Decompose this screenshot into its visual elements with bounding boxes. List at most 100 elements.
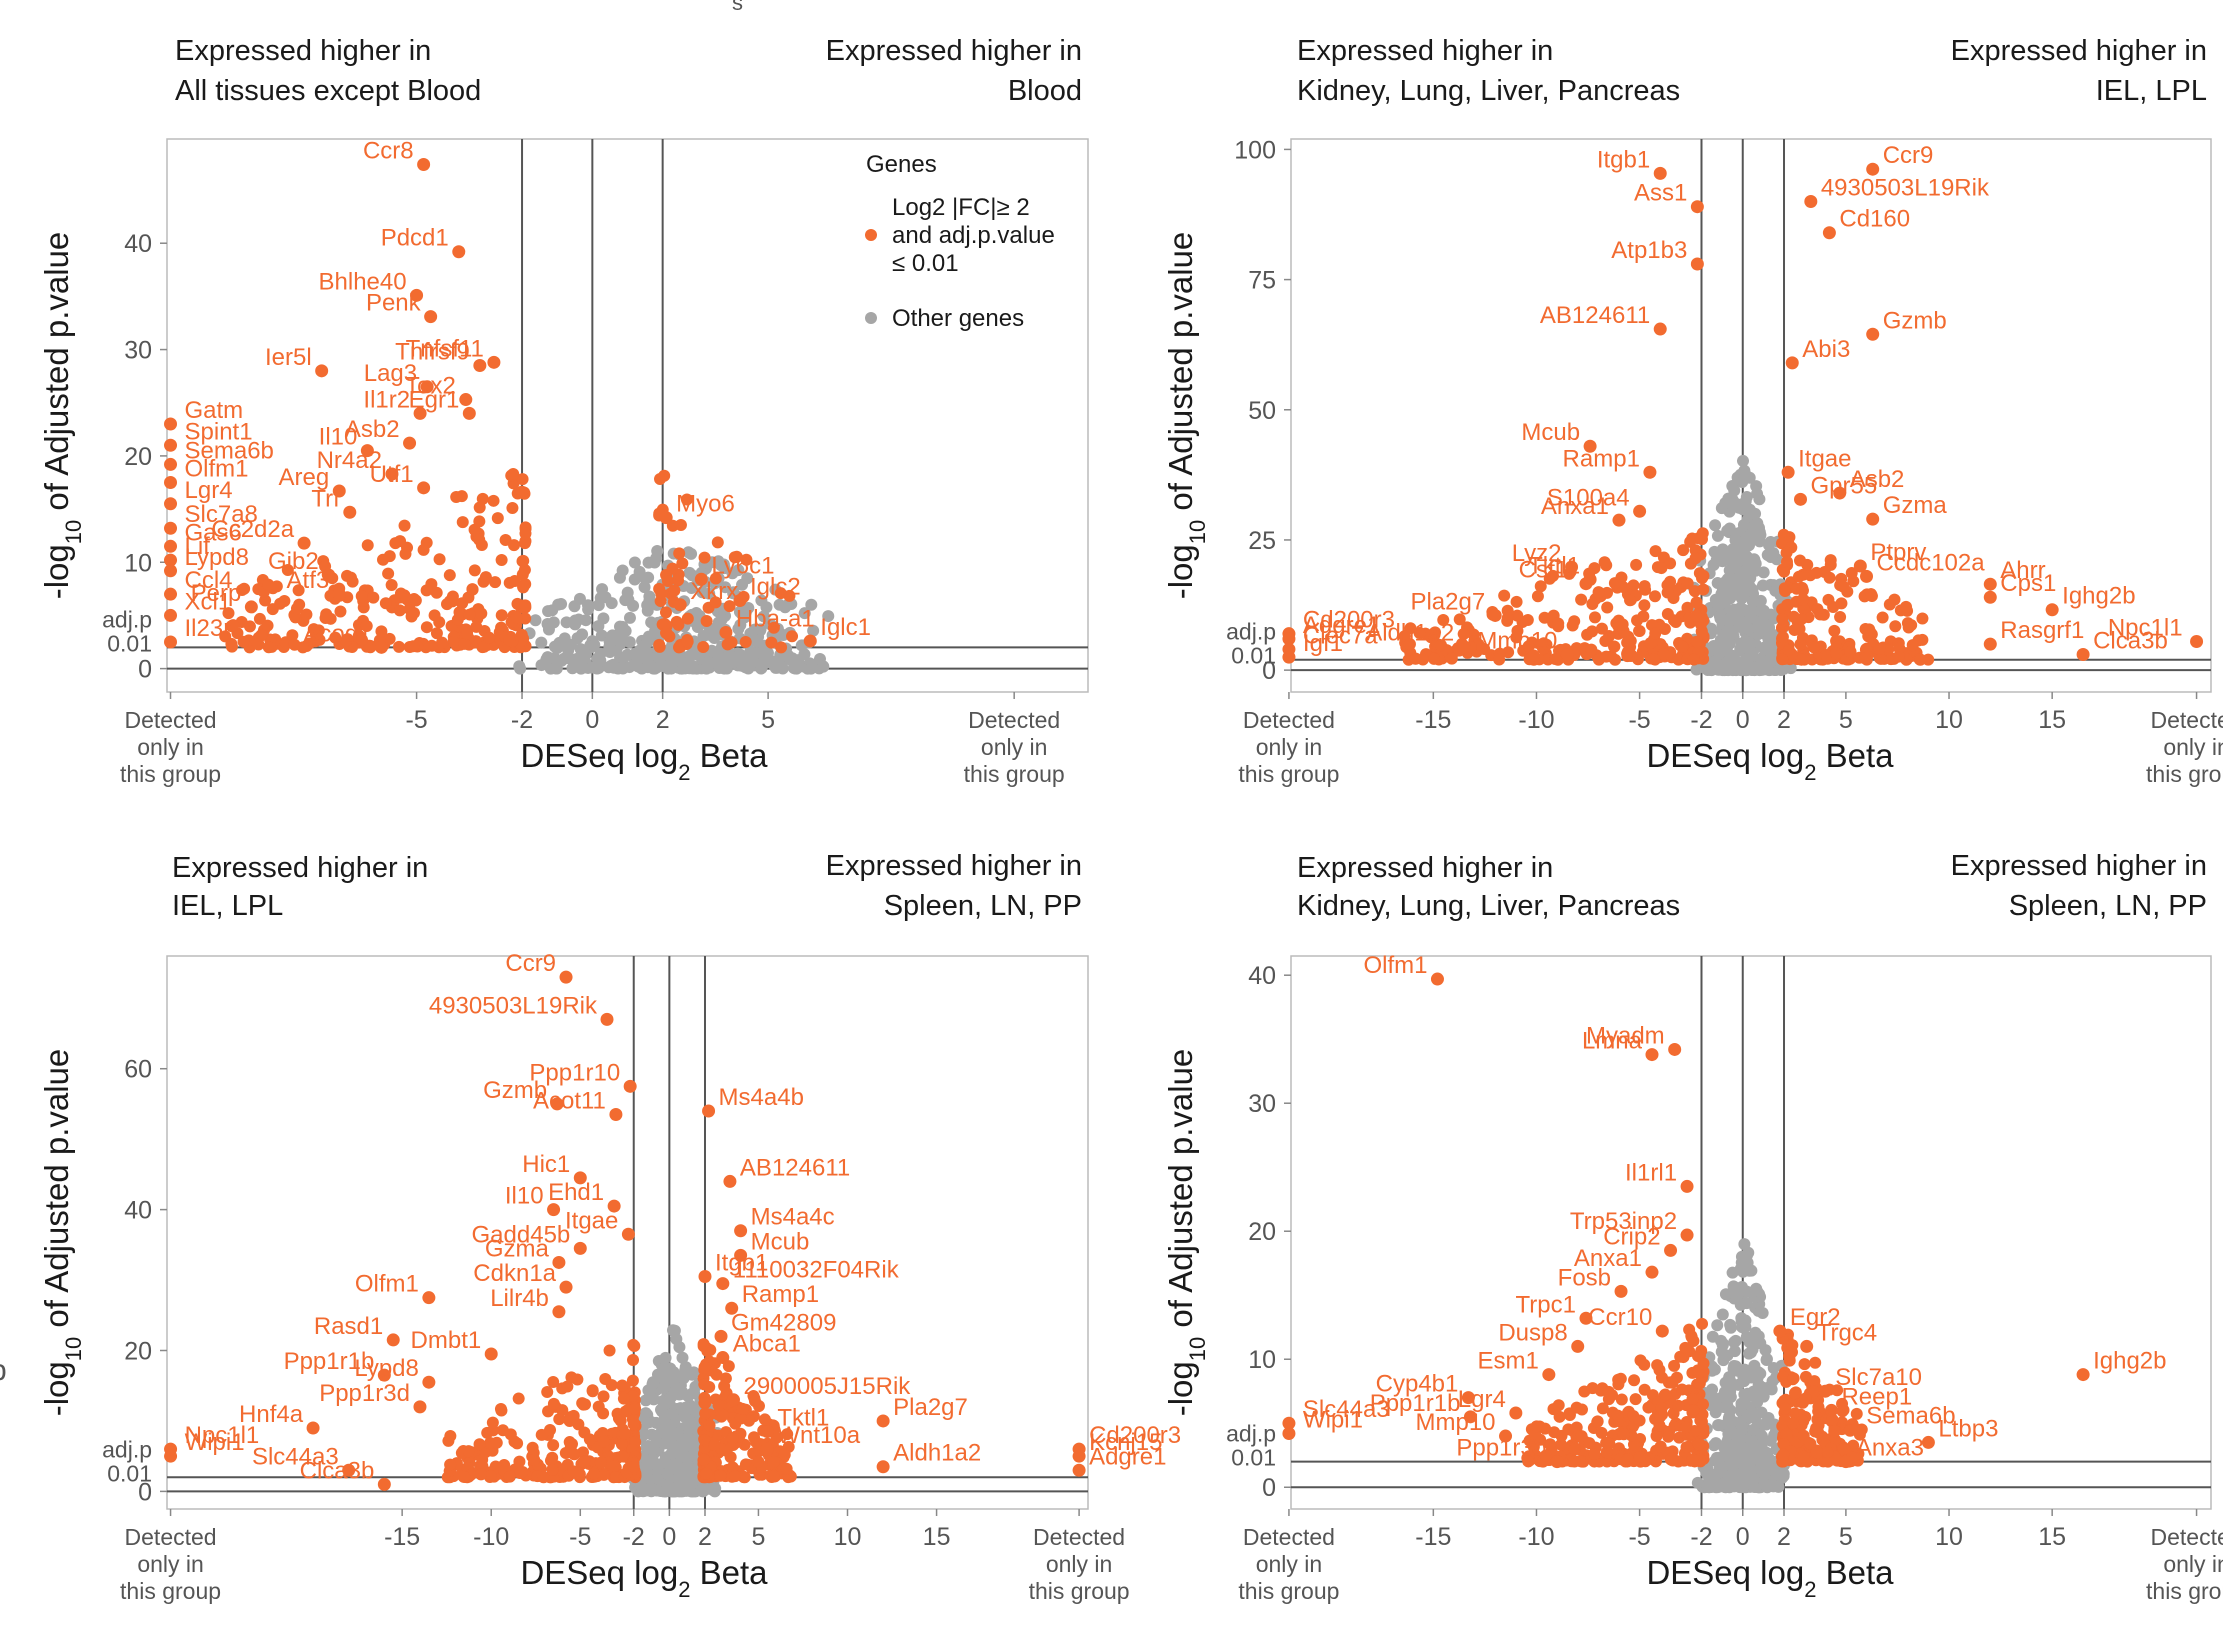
significant-gene-point [495,553,508,566]
gene-point [876,1414,890,1428]
other-gene-point [1754,1337,1767,1350]
significant-gene-point [1628,1374,1641,1387]
detected-label-right: this group [2146,761,2223,787]
significant-gene-point [486,1416,499,1429]
significant-gene-point [586,1385,599,1398]
gene-point [725,1301,739,1315]
significant-gene-point [1793,622,1806,635]
x-axis-title: DESeq log2 Beta [520,1554,768,1602]
gene-label: Hnf4a [239,1401,304,1428]
gene-point [1463,1410,1477,1424]
legend-sig-line-1: Log2 |FC|≥ 2 [892,194,1030,221]
significant-gene-point [1403,638,1416,651]
significant-gene-point [1681,601,1694,614]
gene-point [1866,512,1880,526]
significant-gene-point [1549,653,1562,666]
significant-gene-point [458,637,471,650]
gene-point [244,600,258,614]
other-gene-point [804,662,817,675]
gene-label: Asb2 [1850,466,1905,493]
gene-point [876,1460,890,1474]
significant-gene-point [1844,645,1857,658]
gene-label: Ccr10 [1588,1304,1652,1331]
other-gene-point [1754,1367,1767,1380]
significant-gene-point [653,640,666,653]
other-gene-point [1724,1375,1737,1388]
significant-gene-point [1679,1421,1692,1434]
significant-gene-point [514,1466,527,1479]
significant-gene-point [490,1436,503,1449]
other-gene-point [1721,1417,1734,1430]
other-gene-point [555,598,568,611]
significant-gene-point [1586,597,1599,610]
gene-point [164,608,178,622]
significant-gene-point [1916,612,1929,625]
other-gene-point [1734,615,1747,628]
significant-gene-point [420,584,433,597]
significant-gene-point [1831,1384,1844,1397]
significant-gene-point [441,598,454,611]
gene-label: Spint1 [185,418,253,445]
significant-gene-point [700,1467,713,1480]
gene-label: Ms4a4c [751,1204,835,1231]
gene-point [164,475,178,489]
significant-gene-point [456,516,469,529]
significant-gene-point [1810,1446,1823,1459]
other-gene-point [664,1483,677,1496]
significant-gene-point [1780,1427,1793,1440]
other-gene-point [742,602,755,615]
other-gene-point [1734,1417,1747,1430]
detected-label-left: this group [120,761,221,787]
other-gene-point [1727,1362,1740,1375]
significant-gene-point [1812,1400,1825,1413]
y-tick-zero: 0 [138,656,152,684]
other-gene-point [1712,1419,1725,1432]
significant-gene-point [468,523,481,536]
gene-label: Gjb2 [268,548,319,575]
significant-gene-point [1649,545,1662,558]
significant-gene-point [292,584,305,597]
other-gene-point [1750,1282,1763,1295]
gene-label: Ccr9 [505,950,556,977]
other-gene-point [718,662,731,675]
other-gene-point [638,640,651,653]
gene-label: Anxa3 [1856,1435,1924,1462]
significant-gene-point [1696,1398,1709,1411]
significant-gene-point [1539,1449,1552,1462]
significant-gene-point [394,535,407,548]
significant-gene-point [1530,1420,1543,1433]
significant-gene-point [1543,572,1556,585]
adj-p-value: 0.01 [107,1460,152,1486]
gene-point [413,406,427,420]
significant-gene-point [1834,610,1847,623]
significant-gene-point [594,1456,607,1469]
gene-point [1804,194,1818,208]
significant-gene-point [513,1455,526,1468]
other-gene-point [1746,605,1759,618]
header-left-line-2: Kidney, Lung, Liver, Pancreas [1297,890,1680,922]
other-gene-point [1756,1306,1769,1319]
legend-other-marker [865,312,877,324]
gene-label: Npc1l1 [2108,614,2183,641]
gene-point [552,1255,566,1269]
significant-gene-point [516,473,529,486]
significant-gene-point [443,569,456,582]
other-gene-point [1766,644,1779,657]
significant-gene-point [1453,613,1466,626]
gene-point [417,158,431,172]
x-tick-label: 5 [1839,706,1853,734]
gene-label: Ramp1 [742,1281,819,1308]
y-tick-label: 100 [1234,136,1276,164]
other-gene-point [1767,547,1780,560]
significant-gene-point [1776,630,1789,643]
significant-gene-point [1638,599,1651,612]
significant-gene-point [1906,639,1919,652]
gene-label: Lyz2 [1512,540,1562,567]
significant-gene-point [781,1428,794,1441]
significant-gene-point [288,638,301,651]
legend-other-label: Other genes [892,305,1024,332]
significant-gene-point [615,1438,628,1451]
other-gene-point [1701,1480,1714,1493]
other-gene-point [1753,493,1766,506]
detected-label-right: this group [1029,1578,1130,1604]
